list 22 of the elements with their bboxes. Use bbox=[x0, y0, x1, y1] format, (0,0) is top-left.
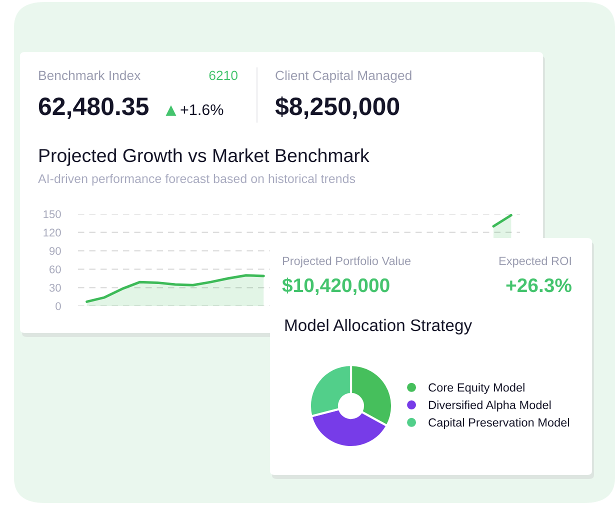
chart-title: Model Allocation Strategy bbox=[285, 318, 472, 334]
y-tick-label: 30 bbox=[49, 284, 61, 292]
y-tick-label: 90 bbox=[49, 247, 61, 255]
legend-label: Diversified Alpha Model bbox=[429, 400, 551, 412]
text: $8,250,000 bbox=[275, 96, 400, 119]
annotation: Expected ROI bbox=[499, 256, 571, 268]
annotation: Projected Portfolio Value bbox=[282, 256, 411, 268]
text: Benchmark Index bbox=[39, 70, 141, 80]
text: 62,480.35 bbox=[38, 98, 149, 119]
text: Client Capital Managed bbox=[276, 70, 412, 83]
annotation: +26.3% bbox=[506, 278, 572, 292]
text: +1.6% bbox=[180, 104, 224, 116]
y-tick-label: 120 bbox=[44, 228, 61, 237]
chart-subtitle: AI-driven performance forecast based on historical trends bbox=[38, 174, 356, 186]
chart-title: Projected Growth vs Market Benchmark bbox=[40, 148, 370, 166]
y-tick-label: 60 bbox=[50, 265, 61, 274]
y-tick-label: 0 bbox=[56, 302, 61, 310]
annotation: $10,420,000 bbox=[282, 278, 390, 296]
legend-label: Capital Preservation Model bbox=[428, 418, 569, 429]
text: 6210 bbox=[209, 70, 238, 80]
y-tick-label: 150 bbox=[44, 210, 61, 218]
legend-label: Core Equity Model bbox=[428, 383, 524, 394]
